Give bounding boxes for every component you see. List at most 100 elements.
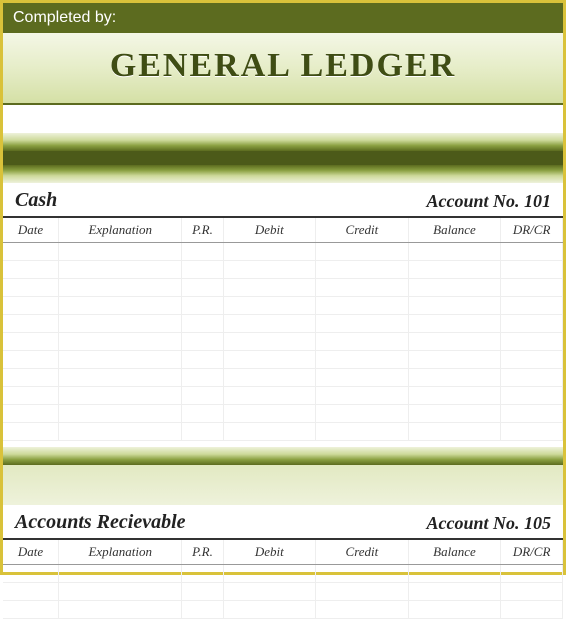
cell[interactable] xyxy=(182,279,223,297)
cell[interactable] xyxy=(316,351,409,369)
cell[interactable] xyxy=(182,333,223,351)
cell[interactable] xyxy=(182,297,223,315)
cell[interactable] xyxy=(3,387,59,405)
cell[interactable] xyxy=(501,279,563,297)
cell[interactable] xyxy=(316,279,409,297)
cell[interactable] xyxy=(316,423,409,441)
cell[interactable] xyxy=(3,243,59,261)
cell[interactable] xyxy=(223,423,316,441)
cell[interactable] xyxy=(408,565,501,583)
cell[interactable] xyxy=(223,297,316,315)
cell[interactable] xyxy=(501,261,563,279)
cell[interactable] xyxy=(59,279,182,297)
cell[interactable] xyxy=(59,351,182,369)
cell[interactable] xyxy=(223,387,316,405)
cell[interactable] xyxy=(3,333,59,351)
cell[interactable] xyxy=(223,405,316,423)
cell[interactable] xyxy=(3,369,59,387)
cell[interactable] xyxy=(316,315,409,333)
table-row xyxy=(3,279,563,297)
cell[interactable] xyxy=(501,315,563,333)
cell[interactable] xyxy=(182,583,223,601)
cell[interactable] xyxy=(3,279,59,297)
cell[interactable] xyxy=(59,423,182,441)
cell[interactable] xyxy=(501,387,563,405)
cell[interactable] xyxy=(182,423,223,441)
cell[interactable] xyxy=(316,261,409,279)
cell[interactable] xyxy=(501,297,563,315)
cell[interactable] xyxy=(501,333,563,351)
cell[interactable] xyxy=(3,297,59,315)
cell[interactable] xyxy=(223,315,316,333)
cell[interactable] xyxy=(408,351,501,369)
cell[interactable] xyxy=(59,333,182,351)
cell[interactable] xyxy=(59,243,182,261)
cell[interactable] xyxy=(408,279,501,297)
cell[interactable] xyxy=(3,405,59,423)
cell[interactable] xyxy=(3,601,59,619)
cell[interactable] xyxy=(182,387,223,405)
cell[interactable] xyxy=(408,583,501,601)
cell[interactable] xyxy=(182,351,223,369)
cell[interactable] xyxy=(182,315,223,333)
cell[interactable] xyxy=(59,387,182,405)
cell[interactable] xyxy=(3,565,59,583)
cell[interactable] xyxy=(223,333,316,351)
cell[interactable] xyxy=(408,243,501,261)
cell[interactable] xyxy=(223,243,316,261)
cell[interactable] xyxy=(182,261,223,279)
cell[interactable] xyxy=(59,583,182,601)
cell[interactable] xyxy=(223,351,316,369)
cell[interactable] xyxy=(59,297,182,315)
cell[interactable] xyxy=(182,369,223,387)
cell[interactable] xyxy=(3,423,59,441)
cell[interactable] xyxy=(501,565,563,583)
cell[interactable] xyxy=(223,261,316,279)
cell[interactable] xyxy=(3,315,59,333)
cell[interactable] xyxy=(223,583,316,601)
cell[interactable] xyxy=(3,351,59,369)
cell[interactable] xyxy=(59,261,182,279)
cell[interactable] xyxy=(408,369,501,387)
cell[interactable] xyxy=(316,565,409,583)
cell[interactable] xyxy=(408,261,501,279)
cell[interactable] xyxy=(3,261,59,279)
cell[interactable] xyxy=(59,565,182,583)
cell[interactable] xyxy=(223,601,316,619)
cell[interactable] xyxy=(316,243,409,261)
col-pr: P.R. xyxy=(182,540,223,565)
cell[interactable] xyxy=(59,405,182,423)
cell[interactable] xyxy=(501,351,563,369)
cell[interactable] xyxy=(182,405,223,423)
cell[interactable] xyxy=(316,387,409,405)
cell[interactable] xyxy=(501,583,563,601)
cell[interactable] xyxy=(59,601,182,619)
cell[interactable] xyxy=(59,369,182,387)
cell[interactable] xyxy=(316,369,409,387)
cell[interactable] xyxy=(182,243,223,261)
cell[interactable] xyxy=(408,387,501,405)
cell[interactable] xyxy=(316,297,409,315)
cell[interactable] xyxy=(501,369,563,387)
cell[interactable] xyxy=(408,297,501,315)
cell[interactable] xyxy=(501,601,563,619)
cell[interactable] xyxy=(501,423,563,441)
cell[interactable] xyxy=(223,279,316,297)
cell[interactable] xyxy=(408,423,501,441)
cell[interactable] xyxy=(223,565,316,583)
cell[interactable] xyxy=(316,601,409,619)
cell[interactable] xyxy=(408,405,501,423)
cell[interactable] xyxy=(408,315,501,333)
cell[interactable] xyxy=(501,405,563,423)
cell[interactable] xyxy=(501,243,563,261)
cell[interactable] xyxy=(59,315,182,333)
cell[interactable] xyxy=(408,333,501,351)
cell[interactable] xyxy=(3,583,59,601)
cell[interactable] xyxy=(316,333,409,351)
cell[interactable] xyxy=(316,405,409,423)
cell[interactable] xyxy=(316,583,409,601)
cell[interactable] xyxy=(182,565,223,583)
cell[interactable] xyxy=(408,601,501,619)
cell[interactable] xyxy=(223,369,316,387)
cell[interactable] xyxy=(182,601,223,619)
